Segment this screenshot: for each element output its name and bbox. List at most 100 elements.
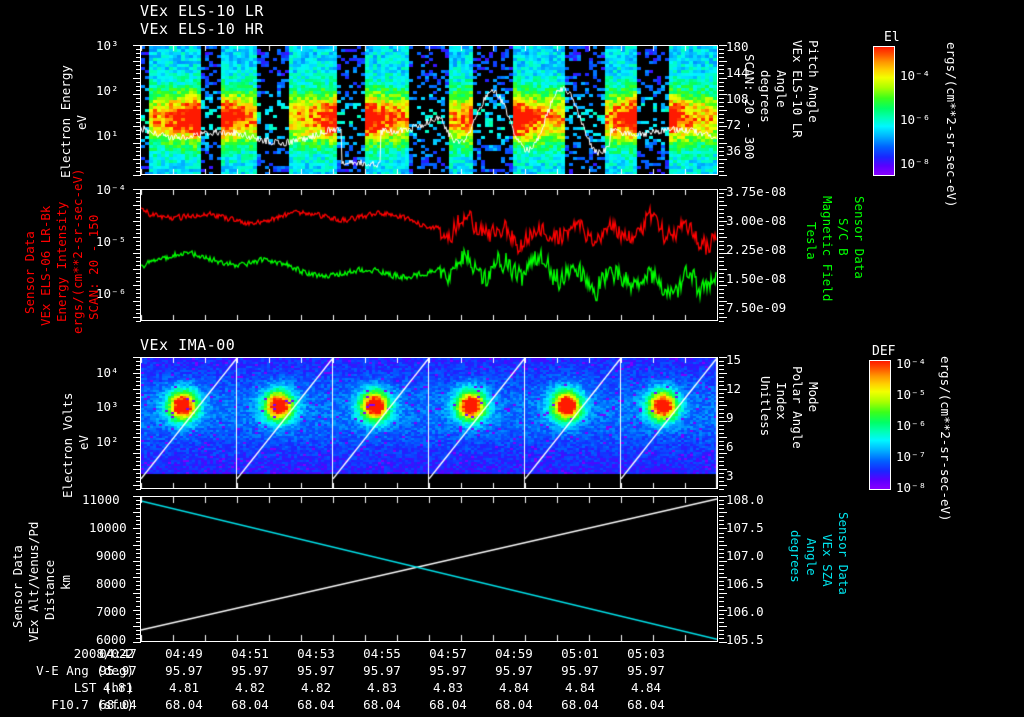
panel2-right-axis-label-3: Magnetic Field — [819, 196, 835, 302]
table-cell: 68.04 — [231, 697, 269, 712]
table-cell: 05:03 — [627, 646, 665, 661]
panel3-y2tick-4: 3 — [726, 468, 734, 483]
panel2-right-axis-label-4: Tesla — [803, 222, 819, 260]
panel3-y2tick-3: 6 — [726, 439, 734, 454]
table-cell: 68.04 — [363, 697, 401, 712]
panel3-right-axis-label-3: Index — [773, 382, 789, 420]
table-cell: 95.97 — [231, 663, 269, 678]
table-row-label: LST (hr) — [73, 680, 134, 695]
panel2-left-axis-label-3: Energy Intensity — [54, 201, 69, 322]
panel2-right-axis-label-1: Sensor Data — [851, 196, 867, 279]
panel1-right-axis-label-3: Angle — [773, 70, 789, 108]
panel3-cbtick-0: 10⁻⁴ — [896, 356, 927, 371]
panel1-ytick-0: 10³ — [96, 38, 119, 53]
panel3-cbtick-3: 10⁻⁷ — [896, 449, 927, 464]
panel3-ytick-2: 10² — [96, 434, 119, 449]
panel4-y2tick-0: 108.0 — [726, 492, 764, 507]
panel4-right-axis-label-3: Angle — [803, 538, 819, 576]
axis-minor-ticks — [133, 45, 141, 176]
panel3-y2tick-0: 15 — [726, 352, 742, 367]
panel4-y2tick-1: 107.5 — [726, 520, 764, 535]
panel3-plot-area[interactable] — [140, 357, 718, 489]
panel2-ytick-2: 10⁻⁶ — [96, 286, 127, 301]
table-cell: 04:49 — [165, 646, 203, 661]
panel2-y2tick-0: 3.75e-08 — [726, 184, 787, 199]
panel2-left-axis-label-1: Sensor Data — [22, 231, 37, 314]
panel1-right-axis-label-5: SCAN: 20 - 300 — [741, 54, 757, 160]
panel2-left-axis-label-5: SCAN: 20 - 150 — [86, 214, 101, 320]
axis-minor-ticks — [719, 357, 727, 490]
bottom-parameter-table: 2008/022 04:47 04:49 04:51 04:53 04:55 04:57 04… — [0, 645, 1024, 717]
table-cell: 4.84 — [630, 680, 662, 695]
panel3-title: VEx IMA-00 — [140, 336, 236, 354]
table-cell: 4.82 — [300, 680, 332, 695]
panel1-ytick-1: 10² — [96, 83, 119, 98]
panel2-ytick-1: 10⁻⁵ — [96, 234, 127, 249]
table-cell: 4.83 — [432, 680, 464, 695]
panel3-right-axis-label-2: Polar Angle — [789, 366, 805, 449]
panel4-y2tick-5: 105.5 — [726, 632, 764, 647]
panel2-y2tick-4: 7.50e-09 — [726, 300, 787, 315]
panel2-y2tick-2: 2.25e-08 — [726, 242, 787, 257]
panel2-plot-area[interactable] — [140, 189, 718, 321]
panel4-plot-area[interactable] — [140, 496, 718, 642]
table-cell: 68.04 — [561, 697, 599, 712]
panel2-left-axis-label-4: ergs/(cm**2-sr-sec-eV) — [70, 168, 85, 334]
table-cell: 04:51 — [231, 646, 269, 661]
table-cell: 95.97 — [99, 663, 137, 678]
axis-minor-ticks — [133, 496, 141, 643]
panel1-cbtick-2: 10⁻⁸ — [900, 156, 931, 171]
table-cell: 04:53 — [297, 646, 335, 661]
panel1-right-axis-label-1: Pitch Angle — [805, 40, 821, 123]
panel3-y2tick-1: 12 — [726, 381, 742, 396]
table-cell: 4.84 — [498, 680, 530, 695]
table-cell: 68.04 — [429, 697, 467, 712]
table-cell: 95.97 — [495, 663, 533, 678]
panel4-ytick-3: 8000 — [96, 576, 127, 591]
panel1-title-line1: VEx ELS-10 LR — [140, 2, 264, 20]
panel4-left-axis-label-4: km — [58, 574, 73, 590]
table-cell: 4.84 — [564, 680, 596, 695]
panel4-y2tick-3: 106.5 — [726, 576, 764, 591]
panel3-colorbar-title: DEF — [872, 344, 896, 359]
table-cell: 68.04 — [99, 697, 137, 712]
panel1-y2tick-3: 72 — [726, 117, 742, 132]
table-cell: 95.97 — [297, 663, 335, 678]
panel4-y2tick-4: 106.0 — [726, 604, 764, 619]
panel4-ytick-0: 11000 — [82, 492, 120, 507]
table-cell: 4.81 — [102, 680, 134, 695]
panel1-y2tick-1: 144 — [726, 65, 749, 80]
panel4-left-axis-label-3: Distance — [42, 559, 57, 620]
panel1-y2tick-0: 180 — [726, 39, 749, 54]
table-cell: 68.04 — [297, 697, 335, 712]
table-row: F10.7 (sfu) 68.04 68.04 68.04 68.04 68.04 68.0… — [0, 696, 1024, 713]
panel3-ytick-1: 10³ — [96, 399, 119, 414]
panel3-cbtick-1: 10⁻⁵ — [896, 387, 927, 402]
panel2-y2tick-3: 1.50e-08 — [726, 271, 787, 286]
panel1-colorbar-units: ergs/(cm**2-sr-sec-eV) — [943, 42, 959, 208]
panel1-left-axis-label-1: Electron Energy — [58, 65, 73, 178]
panel4-right-axis-label-2: VEx SZA — [819, 534, 835, 587]
table-cell: 95.97 — [627, 663, 665, 678]
panel1-plot-area[interactable] — [140, 45, 718, 175]
panel1-y2tick-4: 36 — [726, 143, 742, 158]
table-cell: 04:59 — [495, 646, 533, 661]
panel3-left-axis-label-2: eV — [76, 434, 91, 450]
table-row: V-E Ang (deg) 95.97 95.97 95.97 95.97 95.97 95… — [0, 662, 1024, 679]
axis-minor-ticks — [719, 45, 727, 176]
table-cell: 4.83 — [366, 680, 398, 695]
table-cell: 05:01 — [561, 646, 599, 661]
panel4-y2tick-2: 107.0 — [726, 548, 764, 563]
panel2-y2tick-1: 3.00e-08 — [726, 213, 787, 228]
panel1-ytick-2: 10¹ — [96, 128, 119, 143]
panel1-title-line2: VEx ELS-10 HR — [140, 20, 264, 38]
panel3-right-axis-label-1: Mode — [805, 382, 821, 413]
panel4-ytick-4: 7000 — [96, 604, 127, 619]
panel1-left-axis-label-2: eV — [74, 114, 89, 130]
panel2-left-axis-label-2: VEx ELS-06 LR-Bk — [38, 205, 53, 326]
axis-minor-ticks — [719, 496, 727, 643]
axis-minor-ticks — [719, 189, 727, 322]
panel4-ytick-1: 10000 — [89, 520, 127, 535]
panel1-colorbar-title: El — [884, 30, 900, 45]
